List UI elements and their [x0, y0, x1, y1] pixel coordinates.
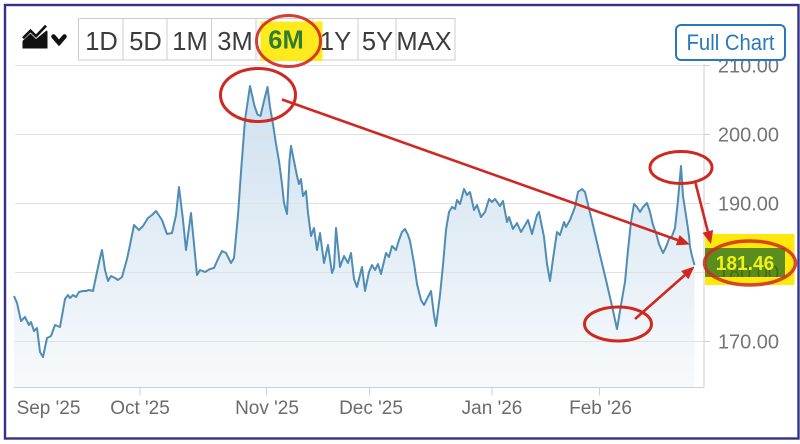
svg-text:170.00: 170.00 [718, 332, 779, 354]
svg-text:5Y: 5Y [362, 28, 393, 56]
svg-text:181.46: 181.46 [716, 253, 775, 275]
svg-text:1M: 1M [172, 28, 207, 56]
svg-text:Sep '25: Sep '25 [17, 398, 81, 419]
svg-text:Dec '25: Dec '25 [339, 398, 403, 419]
svg-text:200.00: 200.00 [718, 125, 779, 147]
svg-text:1D: 1D [85, 28, 118, 56]
svg-text:180.00: 180.00 [718, 263, 779, 285]
svg-text:6M: 6M [268, 27, 303, 55]
svg-text:Full Chart: Full Chart [687, 30, 775, 55]
svg-text:190.00: 190.00 [718, 194, 779, 216]
svg-text:Feb '26: Feb '26 [569, 398, 632, 419]
svg-text:Nov '25: Nov '25 [235, 398, 299, 419]
svg-text:1Y: 1Y [320, 28, 351, 56]
svg-text:5D: 5D [129, 28, 162, 56]
svg-text:Jan '26: Jan '26 [462, 398, 523, 419]
svg-text:MAX: MAX [396, 28, 451, 56]
svg-text:Oct '25: Oct '25 [110, 398, 170, 419]
svg-text:3M: 3M [217, 28, 252, 56]
